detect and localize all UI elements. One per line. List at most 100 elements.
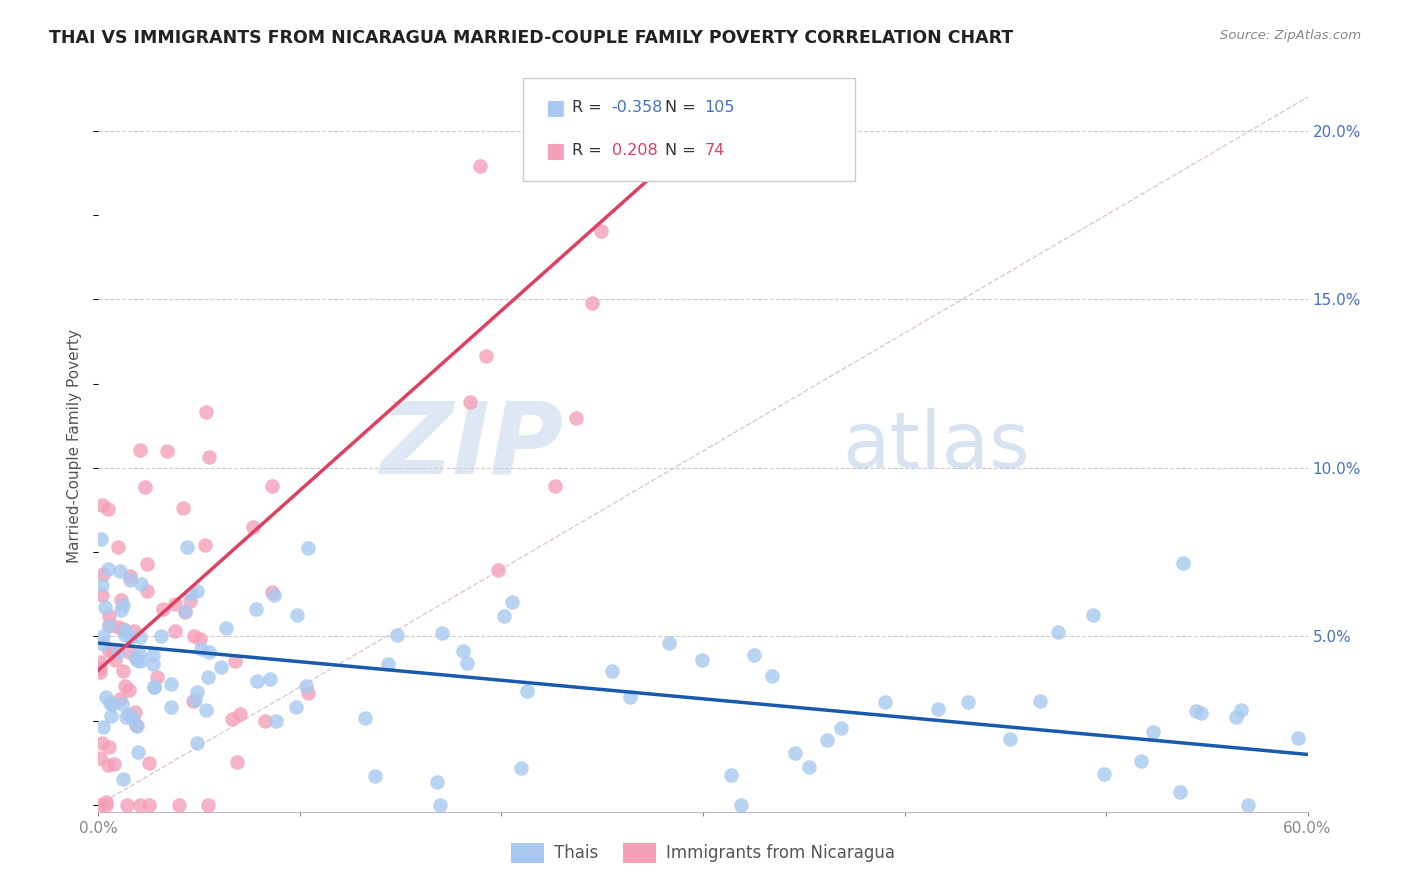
- Point: [285, 700, 308, 714]
- Point: [486, 563, 509, 577]
- Point: [619, 690, 641, 704]
- Point: [111, 622, 134, 636]
- Point: [120, 631, 142, 645]
- Point: [118, 706, 141, 721]
- Point: [107, 541, 129, 555]
- Point: [115, 797, 138, 812]
- Point: [226, 755, 249, 769]
- Text: R =: R =: [572, 144, 612, 159]
- Text: THAI VS IMMIGRANTS FROM NICARAGUA MARRIED-COUPLE FAMILY POVERTY CORRELATION CHAR: THAI VS IMMIGRANTS FROM NICARAGUA MARRIE…: [49, 29, 1014, 46]
- Point: [456, 656, 478, 670]
- Point: [1168, 784, 1191, 798]
- Point: [468, 159, 491, 173]
- Point: [873, 696, 896, 710]
- Point: [138, 797, 160, 812]
- Point: [176, 540, 198, 554]
- Point: [101, 697, 124, 711]
- Point: [297, 541, 319, 556]
- Point: [1081, 607, 1104, 622]
- Point: [1142, 725, 1164, 739]
- Point: [215, 621, 238, 635]
- Point: [120, 573, 142, 587]
- Point: [97, 644, 120, 658]
- Point: [221, 712, 243, 726]
- Point: [295, 679, 318, 693]
- Point: [425, 775, 447, 789]
- Text: 0.208: 0.208: [612, 144, 658, 159]
- Point: [432, 626, 454, 640]
- Point: [112, 665, 135, 679]
- Point: [190, 632, 212, 646]
- Text: N =: N =: [665, 100, 702, 115]
- Point: [181, 694, 204, 708]
- Point: [1286, 731, 1309, 746]
- Point: [156, 443, 179, 458]
- Point: [124, 649, 146, 664]
- Point: [224, 654, 246, 668]
- Point: [742, 648, 765, 663]
- Point: [1092, 767, 1115, 781]
- Point: [97, 562, 120, 576]
- Point: [91, 578, 114, 592]
- Point: [142, 657, 165, 671]
- Point: [120, 569, 142, 583]
- Point: [94, 600, 117, 615]
- Point: [1029, 694, 1052, 708]
- Point: [186, 583, 208, 598]
- Point: [1185, 705, 1208, 719]
- Point: [458, 395, 481, 409]
- Point: [128, 647, 150, 661]
- Point: [111, 598, 134, 612]
- Point: [190, 642, 212, 657]
- Point: [600, 664, 623, 678]
- Point: [128, 630, 150, 644]
- Point: [129, 654, 152, 668]
- Point: [1046, 624, 1069, 639]
- Point: [830, 722, 852, 736]
- Point: [103, 756, 125, 771]
- Point: [118, 645, 141, 659]
- Point: [183, 629, 205, 643]
- Point: [1173, 557, 1195, 571]
- Point: [184, 693, 207, 707]
- Y-axis label: Married-Couple Family Poverty: Married-Couple Family Poverty: [67, 329, 83, 563]
- Point: [91, 566, 114, 581]
- Point: [152, 601, 174, 615]
- Point: [125, 718, 148, 732]
- Point: [127, 719, 149, 733]
- Point: [129, 443, 152, 458]
- Point: [353, 711, 375, 725]
- Text: R =: R =: [572, 100, 607, 115]
- Point: [260, 584, 283, 599]
- Point: [180, 587, 202, 601]
- Point: [242, 519, 264, 533]
- Point: [94, 795, 117, 809]
- Point: [544, 478, 567, 492]
- Text: ■: ■: [546, 98, 565, 118]
- Point: [516, 683, 538, 698]
- Text: -0.358: -0.358: [612, 100, 664, 115]
- Point: [475, 350, 498, 364]
- Point: [1129, 754, 1152, 768]
- Point: [262, 479, 284, 493]
- Point: [1230, 702, 1253, 716]
- Point: [186, 736, 208, 750]
- Point: [91, 588, 114, 602]
- Point: [169, 797, 191, 812]
- Point: [97, 608, 120, 623]
- Point: [957, 695, 980, 709]
- Point: [121, 712, 143, 726]
- Point: [163, 597, 186, 611]
- Point: [1225, 710, 1247, 724]
- Point: [492, 608, 515, 623]
- Point: [197, 645, 219, 659]
- Point: [97, 502, 120, 516]
- Point: [197, 670, 219, 684]
- Text: N =: N =: [665, 144, 702, 159]
- Text: ZIP: ZIP: [381, 398, 564, 494]
- Point: [108, 564, 131, 578]
- Point: [114, 679, 136, 693]
- Point: [91, 637, 114, 651]
- Text: Source: ZipAtlas.com: Source: ZipAtlas.com: [1220, 29, 1361, 42]
- Point: [263, 588, 285, 602]
